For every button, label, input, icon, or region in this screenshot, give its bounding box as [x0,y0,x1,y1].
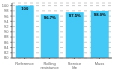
svg-text:90: 90 [8,29,9,34]
svg-text:Rollingresistance: Rollingresistance [40,61,59,69]
svg-text:Servicelife: Servicelife [68,61,82,69]
svg-text:97.5%: 97.5% [69,13,81,18]
svg-text:100: 100 [21,6,29,11]
svg-text:100: 100 [8,3,9,8]
svg-text:Reference: Reference [15,61,34,66]
svg-text:Mass: Mass [95,61,105,66]
svg-text:86: 86 [8,40,9,45]
svg-text:98: 98 [8,8,9,13]
svg-text:92: 92 [8,24,9,29]
svg-text:88: 88 [8,34,9,39]
svg-text:84: 84 [8,45,9,50]
svg-text:96: 96 [8,14,9,19]
svg-text:80: 80 [8,55,9,60]
svg-text:96.7%: 96.7% [44,15,56,20]
svg-text:98.0%: 98.0% [94,12,106,17]
svg-text:82: 82 [8,50,9,55]
svg-text:94: 94 [8,19,9,24]
